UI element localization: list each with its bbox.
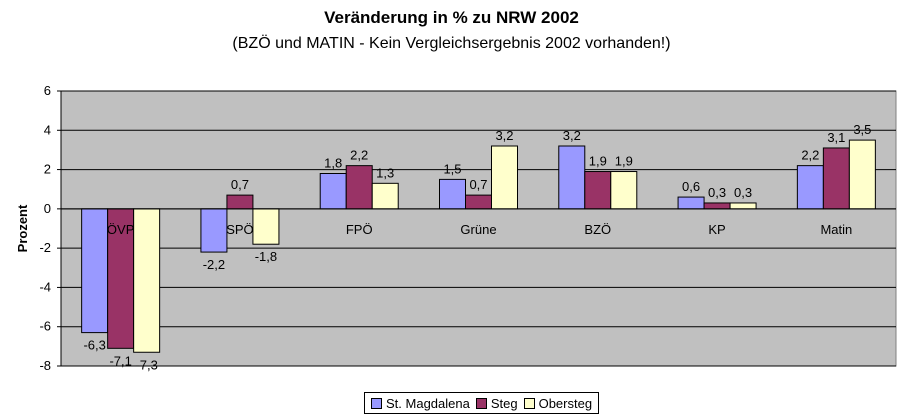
- y-tick-label: -2: [39, 240, 51, 255]
- bar-steg-2: [345, 165, 373, 210]
- data-label: 1,3: [376, 165, 394, 180]
- bar-st-magdalena-3: [439, 178, 466, 210]
- legend-swatch: [371, 397, 382, 409]
- data-label: 1,9: [615, 154, 633, 169]
- bar-obersteg-4: [610, 171, 638, 210]
- legend-swatch: [475, 397, 487, 409]
- bar-obersteg-5: [729, 202, 757, 210]
- data-label: 0,3: [734, 185, 752, 200]
- data-label: 0,6: [682, 179, 700, 194]
- bar-steg-0: [107, 208, 135, 349]
- y-tick-label: -8: [39, 358, 51, 373]
- bar-steg-6: [822, 147, 850, 210]
- data-label: 0,7: [469, 177, 487, 192]
- data-label: 1,5: [443, 161, 461, 176]
- category-label: FPÖ: [346, 222, 373, 237]
- bar-obersteg-1: [252, 208, 280, 245]
- legend-label: Steg: [490, 395, 518, 411]
- data-label: 2,2: [350, 148, 368, 163]
- bar-st-magdalena-6: [796, 165, 824, 210]
- bar-st-magdalena-4: [558, 145, 586, 210]
- bar-st-magdalena-0: [81, 208, 109, 334]
- data-label: -7,3: [135, 357, 157, 372]
- legend-swatch: [523, 397, 535, 409]
- legend-label: Obersteg: [538, 395, 593, 411]
- data-label: 1,9: [589, 154, 607, 169]
- bar-st-magdalena-2: [319, 173, 347, 210]
- category-label: BZÖ: [584, 222, 611, 237]
- data-label: 3,2: [495, 128, 513, 143]
- bar-obersteg-0: [133, 208, 161, 353]
- category-label: SPÖ: [226, 222, 253, 237]
- legend-label: St. Magdalena: [386, 395, 470, 411]
- y-tick-label: 2: [44, 162, 51, 177]
- bar-obersteg-2: [371, 182, 399, 210]
- y-tick-label: 4: [44, 122, 51, 137]
- legend-item: St. Magdalena: [371, 396, 470, 411]
- data-label: 0,7: [231, 177, 249, 192]
- category-label: KP: [708, 222, 725, 237]
- chart-subtitle: (BZÖ und MATIN - Kein Vergleichsergebnis…: [232, 35, 671, 52]
- y-tick-label: 6: [44, 83, 51, 98]
- category-label: ÖVP: [107, 222, 134, 237]
- data-label: -7,1: [109, 353, 131, 368]
- data-label: -2,2: [203, 257, 225, 272]
- data-label: 0,3: [708, 185, 726, 200]
- data-label: 3,2: [563, 128, 581, 143]
- legend: St. Magdalena Steg Obersteg: [364, 392, 600, 414]
- data-label: 2,2: [801, 148, 819, 163]
- data-label: -1,8: [255, 249, 277, 264]
- legend-item: Obersteg: [523, 395, 593, 411]
- bar-steg-4: [584, 171, 612, 210]
- category-label: Matin: [820, 222, 852, 237]
- bar-steg-3: [465, 194, 492, 210]
- y-tick-label: 0: [44, 201, 51, 216]
- data-label: 1,8: [324, 156, 342, 171]
- bar-steg-1: [226, 194, 254, 210]
- bar-st-magdalena-5: [677, 196, 705, 210]
- data-label: 3,5: [853, 122, 871, 137]
- y-tick-label: -4: [39, 279, 51, 294]
- plot-area: [60, 90, 897, 367]
- y-axis-title: Prozent: [15, 204, 30, 252]
- data-label: 3,1: [827, 130, 845, 145]
- y-tick-label: -6: [39, 319, 51, 334]
- bar-steg-5: [703, 202, 731, 210]
- legend-item: Steg: [475, 395, 518, 411]
- chart-title: Veränderung in % zu NRW 2002: [324, 8, 579, 27]
- data-label: -6,3: [83, 338, 105, 353]
- bar-obersteg-3: [491, 145, 518, 210]
- category-label: Grüne: [460, 222, 496, 237]
- bar-obersteg-6: [848, 139, 876, 210]
- bar-st-magdalena-1: [200, 208, 228, 253]
